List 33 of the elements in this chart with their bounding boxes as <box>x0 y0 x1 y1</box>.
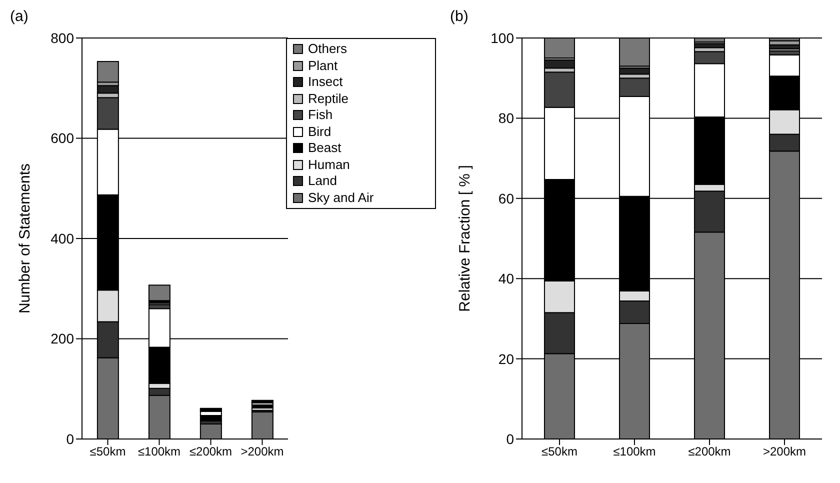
y-tick-label: 0 <box>506 430 514 447</box>
y-tick-label: 40 <box>498 270 514 287</box>
y-axis-title: Number of Statements <box>16 163 34 314</box>
x-tick-label: >200km <box>240 444 284 459</box>
legend-label: Insect <box>308 74 343 90</box>
legend-label: Bird <box>308 124 332 140</box>
chart-title: (a) <box>10 8 28 25</box>
y-tick-label: 600 <box>50 130 74 146</box>
y-tick-label: 20 <box>498 350 514 367</box>
x-tick-label: ≤200km <box>688 444 731 459</box>
legend-label: Reptile <box>308 90 348 107</box>
y-tick-label: 200 <box>50 330 74 347</box>
legend-label: Beast <box>308 140 342 156</box>
x-tick-label: ≤200km <box>189 444 232 459</box>
y-tick-label: 100 <box>490 30 514 46</box>
y-tick-label: 800 <box>50 30 74 46</box>
y-axis-title: Relative Fraction [ % ] <box>456 165 474 312</box>
legend-label: Plant <box>308 58 338 74</box>
legend-label: Fish <box>308 107 333 124</box>
x-tick-label: >200km <box>762 444 806 459</box>
chart-title: (b) <box>450 8 468 25</box>
x-tick-label: ≤50km <box>90 444 126 459</box>
y-tick-label: 80 <box>498 110 514 126</box>
y-tick-label: 400 <box>50 230 74 246</box>
x-tick-label: ≤100km <box>138 444 181 459</box>
legend-label: Sky and Air <box>308 190 374 206</box>
y-tick-label: 60 <box>498 190 514 206</box>
legend-label: Land <box>308 173 337 190</box>
legend-label: Others <box>308 41 348 58</box>
y-tick-label: 0 <box>66 430 74 447</box>
legend-label: Human <box>308 156 350 173</box>
x-tick-label: ≤50km <box>542 444 578 459</box>
x-tick-label: ≤100km <box>613 444 656 459</box>
